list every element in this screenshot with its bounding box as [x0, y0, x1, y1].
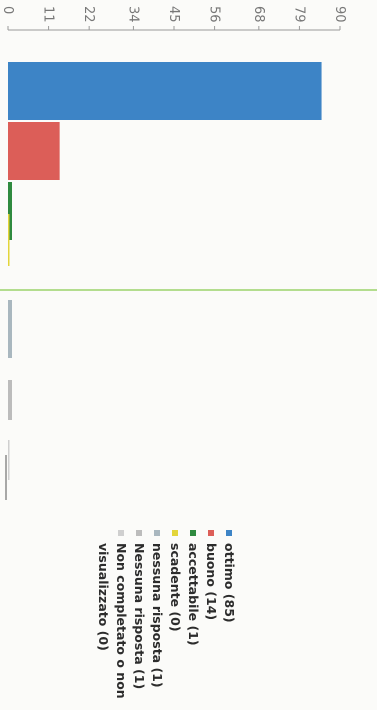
- legend-swatch-icon: [172, 530, 178, 536]
- legend-swatch-icon: [118, 530, 124, 536]
- x-tick-label: 0: [0, 6, 15, 14]
- legend-label: Non completato o non visualizzato (0): [96, 543, 129, 699]
- legend-item: ottimo (85): [220, 530, 238, 710]
- x-tick-label: 45: [166, 6, 181, 23]
- bar-6: [8, 440, 10, 480]
- bar-1: [8, 122, 60, 180]
- x-tick-label: 34: [125, 6, 140, 23]
- bar-5: [8, 380, 12, 420]
- legend-swatch-icon: [226, 530, 232, 536]
- bar-0: [8, 62, 322, 120]
- bar-4: [8, 300, 12, 358]
- x-tick-label: 22: [81, 6, 96, 23]
- legend-swatch-icon: [208, 530, 214, 536]
- legend-item: Non completato o non visualizzato (0): [94, 530, 130, 710]
- legend-label: scadente (0): [168, 543, 183, 632]
- legend: ottimo (85) buono (14) accettabile (1) scad…: [68, 530, 238, 710]
- bar-2: [8, 182, 12, 240]
- x-tick-label: 68: [251, 6, 266, 23]
- legend-item: scadente (0): [166, 530, 184, 710]
- bar-3: [8, 214, 10, 266]
- legend-item: accettabile (1): [184, 530, 202, 710]
- legend-swatch-icon: [136, 530, 142, 536]
- x-tick-label: 79: [291, 6, 306, 23]
- legend-label: nessuna risposta (1): [150, 543, 165, 688]
- legend-item: nessuna risposta (1): [148, 530, 166, 710]
- legend-label: buono (14): [204, 543, 219, 621]
- legend-label: Nessuna risposta (1): [132, 543, 147, 690]
- x-tick-label: 11: [41, 6, 56, 23]
- legend-label: ottimo (85): [222, 543, 237, 623]
- legend-swatch-icon: [154, 530, 160, 536]
- x-tick-label: 90: [332, 6, 347, 23]
- legend-label: accettabile (1): [186, 543, 201, 646]
- legend-item: buono (14): [202, 530, 220, 710]
- legend-swatch-icon: [190, 530, 196, 536]
- x-tick-label: 56: [207, 6, 222, 23]
- legend-item: Nessuna risposta (1): [130, 530, 148, 710]
